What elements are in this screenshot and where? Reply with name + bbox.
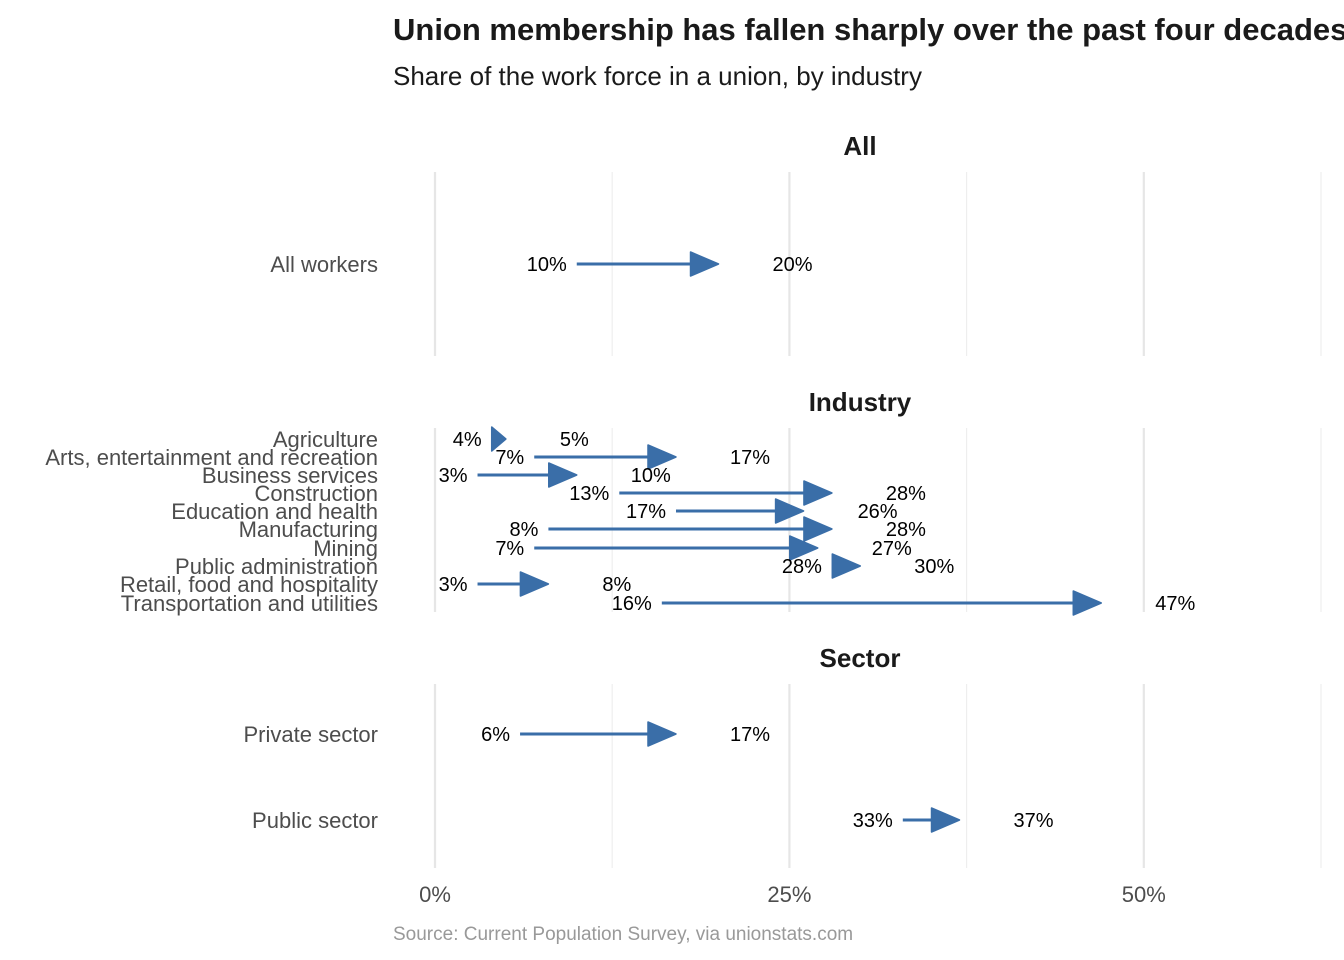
category-label: Manufacturing — [239, 517, 378, 542]
x-axis: 0% 25% 50% — [419, 882, 1166, 907]
category-label: Mining — [313, 536, 378, 561]
arrow-row: Arts, entertainment and recreation 7% 17% — [45, 444, 770, 470]
value-label-end: 13% — [569, 483, 609, 505]
value-label-start: 10% — [631, 465, 671, 487]
arrow-head — [689, 251, 720, 277]
arrow-row: Mining 7% 27% — [313, 535, 912, 561]
arrow-head — [803, 516, 833, 542]
arrow-row: Construction 13% 28% — [254, 480, 926, 506]
value-label-start: 28% — [886, 483, 926, 505]
arrow-row: Private sector 6% 17% — [244, 721, 770, 747]
category-label: Construction — [254, 481, 378, 506]
arrow-row: Manufacturing 8% 28% — [239, 516, 926, 542]
arrow-head — [647, 444, 677, 470]
value-label-end: 16% — [612, 593, 652, 615]
chart-caption: Source: Current Population Survey, via u… — [393, 924, 853, 945]
category-label: Private sector — [244, 722, 379, 747]
arrow-head — [490, 426, 507, 452]
gridlines — [433, 172, 1322, 868]
value-label-end: 4% — [453, 429, 482, 451]
arrow-head — [789, 535, 819, 561]
value-label-start: 17% — [730, 724, 770, 746]
value-label-end: 17% — [626, 501, 666, 523]
panel-sector: Sector Private sector 6% 17% Public sector 33… — [244, 643, 1054, 833]
category-label: Education and health — [171, 499, 378, 524]
category-label: Public administration — [175, 554, 378, 579]
value-label-end: 28% — [782, 556, 822, 578]
arrow-head — [647, 721, 677, 747]
arrow-row: Retail, food and hospitality 3% 8% — [120, 571, 632, 597]
arrow-row: Agriculture 4% 5% — [273, 426, 589, 452]
category-label: Agriculture — [273, 427, 378, 452]
arrow-head — [803, 480, 833, 506]
panel-strip-label: All — [843, 131, 876, 161]
value-label-end: 6% — [481, 724, 510, 746]
value-label-start: 37% — [1014, 810, 1054, 832]
arrow-row: Business services 3% 10% — [202, 462, 671, 488]
arrow-head — [1072, 590, 1103, 616]
arrow-head — [519, 571, 550, 597]
chart-title: Union membership has fallen sharply over… — [393, 12, 1344, 47]
category-label: Retail, food and hospitality — [120, 572, 378, 597]
category-label: Arts, entertainment and recreation — [45, 445, 378, 470]
category-label: All workers — [270, 252, 378, 277]
value-label-start: 30% — [914, 556, 954, 578]
category-label: Public sector — [252, 808, 378, 833]
x-tick-label: 50% — [1122, 882, 1166, 907]
value-label-start: 8% — [602, 574, 631, 596]
category-label: Business services — [202, 463, 378, 488]
arrow-head — [548, 462, 578, 488]
arrow-head — [930, 807, 961, 833]
value-label-end: 7% — [495, 538, 524, 560]
arrow-row: All workers 10% 20% — [270, 251, 813, 277]
value-label-start: 27% — [872, 538, 912, 560]
panel-all: All All workers 10% 20% — [270, 131, 876, 277]
arrow-row: Public sector 33% 37% — [252, 807, 1054, 833]
value-label-start: 26% — [858, 501, 898, 523]
arrow-row: Public administration 28% 30% — [175, 553, 955, 579]
arrow-head — [774, 498, 805, 524]
value-label-end: 33% — [853, 810, 893, 832]
value-label-start: 5% — [560, 429, 589, 451]
panel-strip-label: Sector — [820, 643, 901, 673]
value-label-start: 28% — [886, 519, 926, 541]
value-label-end: 3% — [439, 574, 468, 596]
value-label-start: 47% — [1155, 593, 1195, 615]
value-label-start: 20% — [773, 254, 813, 276]
panel-strip-label: Industry — [809, 387, 912, 417]
arrow-row: Transportation and utilities 16% 47% — [121, 590, 1196, 616]
value-label-start: 17% — [730, 447, 770, 469]
arrow-row: Education and health 17% 26% — [171, 498, 898, 524]
x-tick-label: 0% — [419, 882, 451, 907]
value-label-end: 8% — [510, 519, 539, 541]
value-label-end: 7% — [495, 447, 524, 469]
value-label-end: 3% — [439, 465, 468, 487]
category-label: Transportation and utilities — [121, 591, 378, 616]
arrow-head — [831, 553, 862, 579]
chart-subtitle: Share of the work force in a union, by i… — [393, 61, 922, 91]
value-label-end: 10% — [527, 254, 567, 276]
x-tick-label: 25% — [767, 882, 811, 907]
panels: All All workers 10% 20% Industry Agriculture 4… — [45, 131, 1195, 833]
